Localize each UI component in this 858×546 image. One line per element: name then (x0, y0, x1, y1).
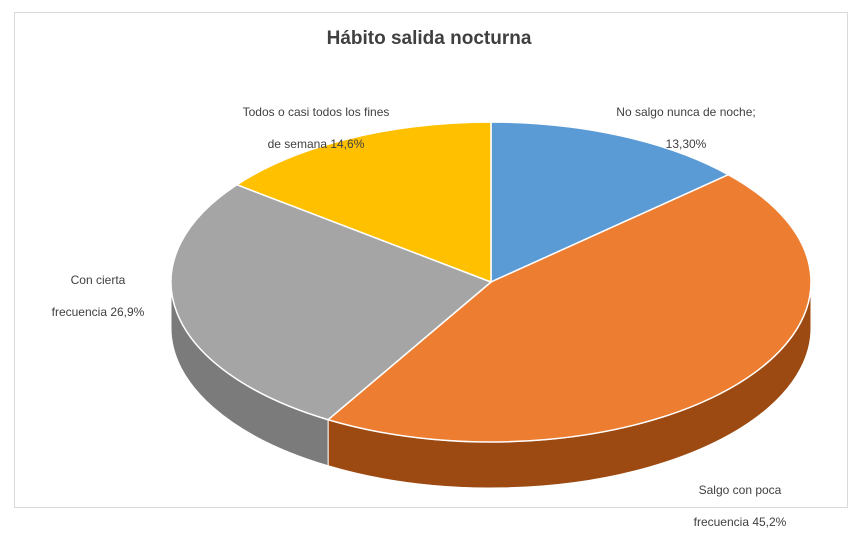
slice-label-no-salgo-line1: No salgo nunca de noche; (616, 105, 756, 119)
slice-label-cierta-frecuencia-line2: frecuencia 26,9% (51, 305, 145, 319)
slice-label-poca-frecuencia-line2: frecuencia 45,2% (693, 515, 787, 529)
slice-label-fines-de-semana: Todos o casi todos los fines de semana 1… (206, 88, 426, 168)
slice-label-no-salgo: No salgo nunca de noche; 13,30% (586, 88, 786, 168)
chart-title: Hábito salida nocturna (326, 28, 532, 49)
pie-slice-fines-de-semana (235, 121, 492, 284)
pie-slice-no-salgo (490, 121, 731, 284)
slice-label-no-salgo-line2: 13,30% (665, 137, 707, 151)
slice-label-cierta-frecuencia-line1: Con cierta (70, 273, 126, 287)
pie-slice-poca-frecuencia (326, 173, 812, 443)
slice-label-fines-de-semana-line2: de semana 14,6% (267, 137, 365, 151)
pie-chart (170, 121, 812, 489)
slice-label-poca-frecuencia: Salgo con poca frecuencia 45,2% (660, 466, 820, 546)
pie-slice-cierta-frecuencia (170, 183, 493, 421)
slice-label-fines-de-semana-line1: Todos o casi todos los fines (242, 105, 390, 119)
slice-label-poca-frecuencia-line1: Salgo con poca (698, 483, 782, 497)
chart-frame (14, 12, 848, 508)
slice-label-cierta-frecuencia: Con cierta frecuencia 26,9% (18, 256, 178, 336)
